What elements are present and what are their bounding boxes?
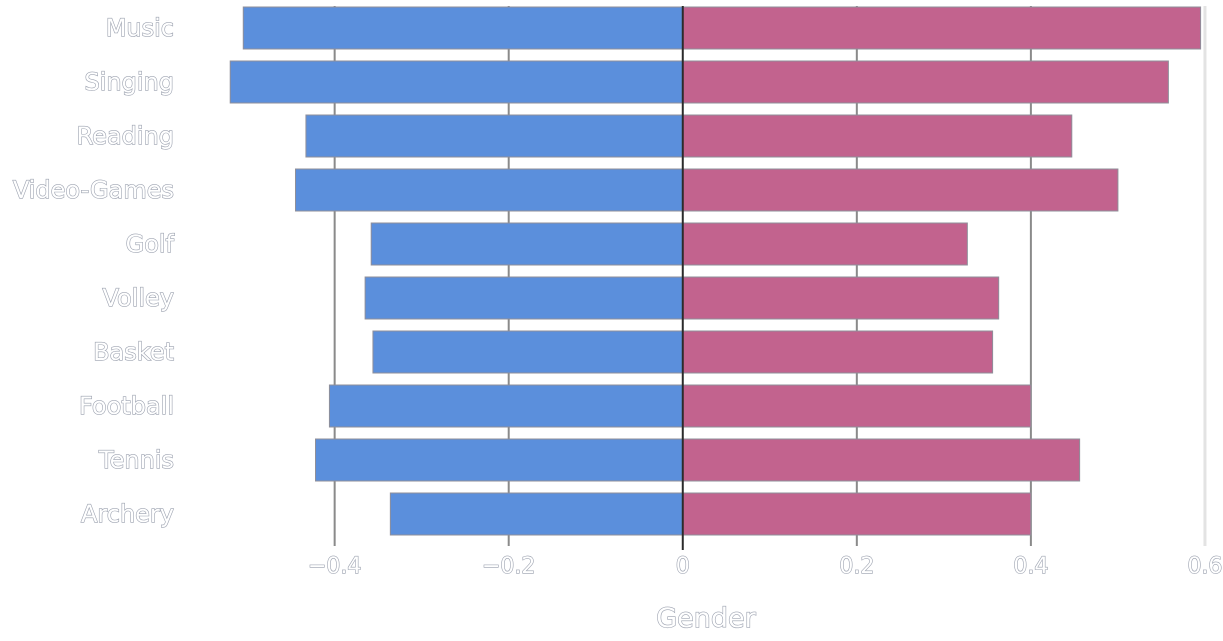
- x-tick-label: −0.2: [482, 554, 535, 579]
- bar-positive: [682, 222, 968, 266]
- category-label: Video-Games: [13, 176, 174, 204]
- category-label: Archery: [81, 500, 174, 528]
- bars: [229, 6, 1202, 536]
- x-tick-labels: −0.4 −0.2 0 0.2 0.4 0.6: [307, 553, 1223, 579]
- category-label: Singing: [85, 68, 174, 96]
- category-label: Reading: [77, 122, 174, 150]
- category-label: Football: [79, 392, 174, 420]
- bar-positive: [682, 276, 1000, 320]
- x-tick-label: 0: [676, 554, 690, 579]
- bar-positive: [682, 492, 1032, 536]
- bar-negative: [389, 492, 684, 536]
- category-label: Tennis: [98, 446, 174, 474]
- x-tick-label: 0.6: [1187, 554, 1222, 579]
- bar-negative: [372, 330, 684, 374]
- bar-positive: [682, 60, 1169, 104]
- category-labels: Music Singing Reading Video-Games Golf Volley…: [12, 13, 175, 528]
- bar-positive: [682, 6, 1202, 50]
- category-label: Music: [106, 14, 174, 42]
- bar-negative: [364, 276, 684, 320]
- bar-negative: [370, 222, 684, 266]
- bar-negative: [294, 168, 684, 212]
- bar-positive: [682, 438, 1081, 482]
- bar-positive: [682, 168, 1119, 212]
- bar-positive: [682, 330, 994, 374]
- bar-negative: [229, 60, 684, 104]
- bar-negative: [242, 6, 684, 50]
- bar-positive: [682, 384, 1032, 428]
- category-label: Basket: [93, 338, 174, 366]
- bar-negative: [328, 384, 684, 428]
- bar-negative: [315, 438, 684, 482]
- bar-positive: [682, 114, 1073, 158]
- x-tick-label: −0.4: [308, 554, 361, 579]
- x-tick-label: 0.2: [839, 554, 874, 579]
- bar-negative: [305, 114, 684, 158]
- category-label: Volley: [102, 284, 174, 312]
- category-label: Golf: [126, 230, 175, 258]
- x-tick-label: 0.4: [1013, 554, 1048, 579]
- x-axis-title: Gender: [656, 603, 756, 634]
